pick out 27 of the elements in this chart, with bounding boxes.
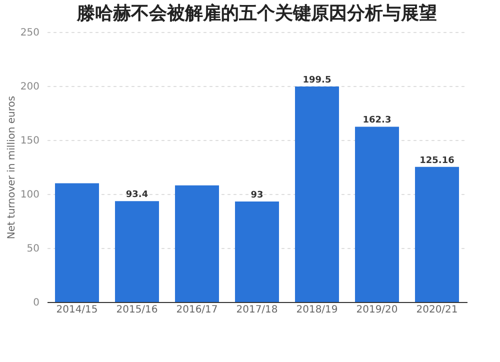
data-label: 162.3 [362,116,392,126]
bar [415,166,459,302]
bar [55,183,99,302]
x-tick-label: 2017/18 [236,304,278,316]
data-label: 93 [250,190,264,201]
data-label: 93.4 [126,190,148,200]
y-tick-label: 100 [20,190,40,200]
bar [175,185,219,302]
y-tick-label: 200 [20,82,40,92]
data-label: 199.5 [302,76,332,86]
bar [235,202,279,302]
y-tick-label: 50 [26,244,40,254]
bar [115,201,159,302]
y-tick-label: 0 [33,298,40,308]
x-tick-label: 2019/20 [356,304,398,316]
data-label: 125.16 [420,156,454,166]
chart-title: 滕哈赫不会被解雇的五个关键原因分析与展望 [76,3,437,24]
x-tick-label: 2016/17 [176,304,218,316]
x-tick-label: 2018/19 [296,304,338,316]
bar [295,86,339,302]
x-tick-label: 2014/15 [56,304,98,316]
x-tick-label: 2015/16 [116,304,158,316]
y-axis-title: Net turnover in million euros [6,96,18,240]
y-tick-label: 150 [20,136,40,146]
y-tick-label: 250 [20,28,40,38]
x-tick-label: 2020/21 [416,304,458,316]
bar [355,126,399,302]
